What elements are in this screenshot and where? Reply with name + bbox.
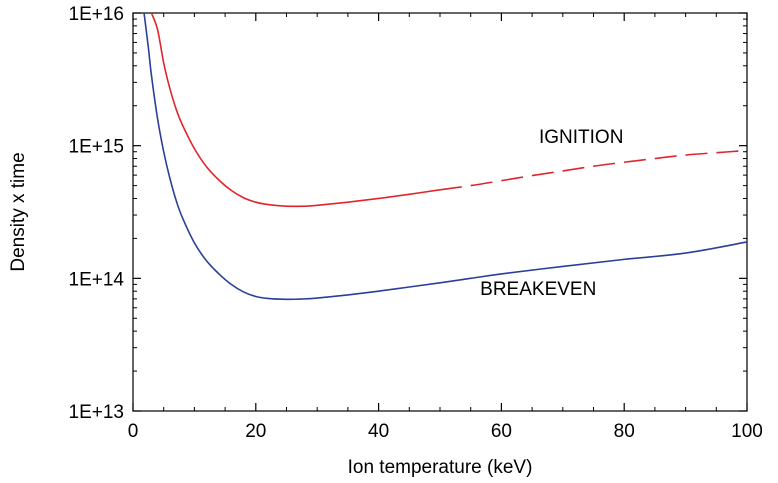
x-tick-label: 60 [491, 421, 512, 442]
ignition-series-dashed-line [439, 149, 748, 191]
series-layer [143, 12, 748, 301]
annotations: IGNITION BREAKEVEN [480, 127, 623, 300]
y-tick-label: 1E+14 [69, 269, 125, 290]
x-tick-label: 0 [128, 421, 139, 442]
x-tick-label: 40 [368, 421, 389, 442]
axis-tick-labels: 0 20 40 60 80 100 1E+13 1E+14 1E+15 1E+16 [69, 4, 763, 442]
y-axis-title: Density x time [8, 152, 29, 271]
x-axis-title: Ion temperature (keV) [348, 457, 533, 478]
y-tick-label: 1E+15 [69, 137, 124, 158]
ignition-series-line [150, 12, 441, 208]
breakeven-label: BREAKEVEN [480, 279, 596, 300]
plot-area-frame [132, 12, 748, 412]
y-tick-label: 1E+13 [69, 402, 124, 423]
ignition-label: IGNITION [539, 127, 623, 148]
breakeven-series-line [143, 12, 748, 301]
x-tick-label: 80 [614, 421, 635, 442]
axis-ticks [132, 12, 748, 412]
x-tick-label: 20 [245, 421, 266, 442]
y-tick-label: 1E+16 [69, 4, 124, 25]
x-tick-label: 100 [731, 421, 763, 442]
